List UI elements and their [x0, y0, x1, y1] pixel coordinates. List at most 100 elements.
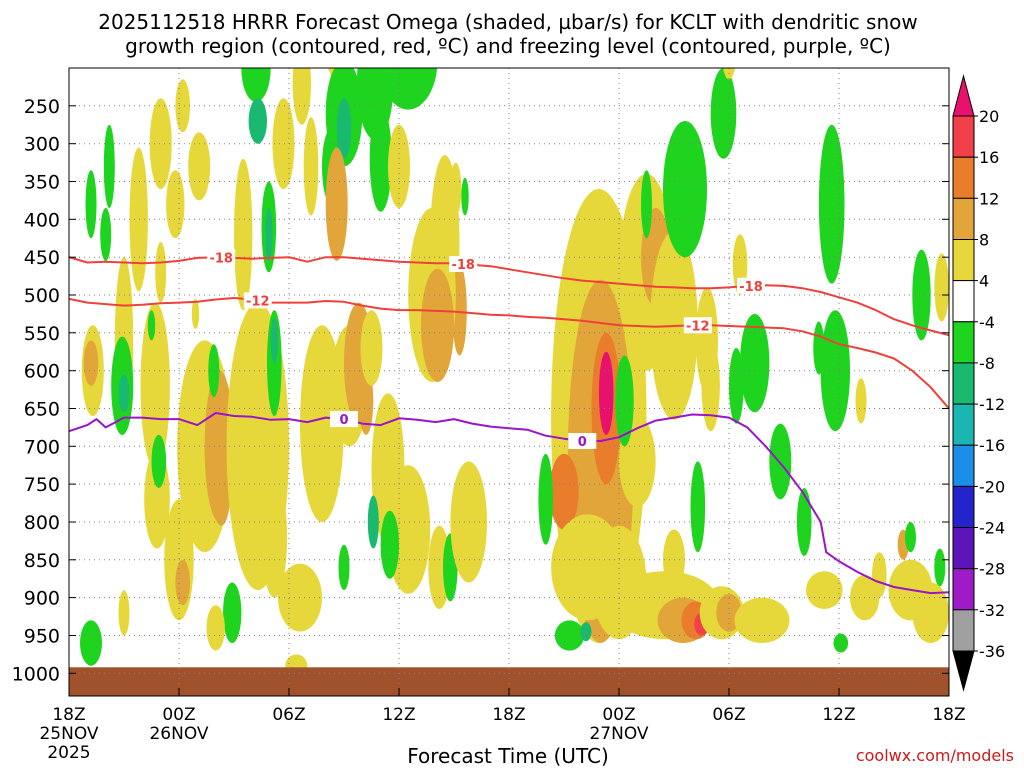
y-tick-label-500: 500	[24, 285, 60, 307]
omega-cell-75	[118, 590, 130, 636]
omega-cell-74	[80, 620, 102, 666]
contour-label-0-2: -18	[739, 280, 763, 295]
omega-cell-110	[729, 348, 744, 424]
contour-label-bg-1-1	[683, 317, 712, 334]
omega-cell-28	[452, 264, 467, 356]
omega-cell-102	[690, 461, 706, 553]
omega-cell-117	[833, 633, 849, 653]
colorbar-label-10: -24	[979, 519, 1005, 538]
y-tick-label-350: 350	[24, 172, 60, 194]
omega-cell-116	[806, 571, 843, 609]
y-tick-label-1000: 1000	[12, 663, 60, 685]
chart-title-line-1: 2025112518 HRRR Forecast Omega (shaded, …	[98, 10, 917, 34]
colorbar-label-6: -8	[979, 354, 995, 373]
omega-cell-99	[538, 453, 553, 545]
omega-cell-70	[450, 461, 488, 583]
omega-cell-11	[248, 98, 267, 144]
omega-cell-113	[818, 124, 845, 284]
omega-cell-2	[85, 170, 97, 239]
colorbar-label-7: -12	[979, 395, 1005, 414]
omega-cell-39	[151, 434, 167, 488]
colorbar-bin-1	[952, 115, 975, 158]
y-tick-label-950: 950	[24, 626, 60, 648]
x-tick-label-4: 18Z	[492, 705, 525, 725]
colorbar-bin-3	[952, 197, 975, 241]
omega-cell-64	[338, 544, 350, 591]
omega-cell-49	[267, 427, 286, 556]
omega-cell-103	[641, 170, 652, 239]
x-tick-label-5: 00Z	[602, 705, 635, 725]
omega-cell-9	[218, 0, 225, 4]
x-tick-label-6: 06Z	[712, 705, 745, 725]
colorbar-bottom-arrow	[952, 650, 975, 692]
colorbar-label-3: 8	[979, 231, 989, 250]
contour-label-bg-0-0	[207, 249, 236, 266]
contour-label-bg-1-0	[243, 292, 272, 309]
source-credit: coolwx.com/models	[856, 746, 1014, 765]
y-tick-label-900: 900	[24, 588, 60, 610]
omega-cell-21	[336, 98, 352, 159]
omega-cell-108	[701, 340, 720, 432]
omega-cell-118	[855, 378, 867, 424]
omega-cell-105	[710, 68, 737, 159]
omega-cell-115	[813, 321, 825, 375]
omega-cell-44	[212, 457, 231, 526]
x-tick-label-8: 18Z	[932, 705, 965, 725]
colorbar-bin-5	[952, 280, 975, 323]
omega-cell-63	[367, 495, 379, 549]
grid-lines	[69, 68, 949, 696]
colorbar-bin-4	[952, 239, 975, 282]
x-axis-title: Forecast Time (UTC)	[407, 744, 609, 768]
x-tick-date-1: 26NOV	[149, 724, 208, 744]
omega-cell-10	[241, 68, 271, 102]
y-tick-label-300: 300	[24, 134, 60, 156]
omega-cell-109	[740, 313, 770, 413]
colorbar-bin-7	[952, 362, 975, 405]
colorbar-bin-10	[952, 485, 975, 529]
omega-cell-35	[118, 374, 130, 413]
omega-cell-18	[303, 117, 319, 216]
omega-cell-114	[820, 310, 850, 432]
colorbar-bin-13	[952, 609, 975, 652]
colorbar-bin-6	[952, 321, 975, 364]
omega-cell-16	[292, 68, 311, 125]
x-tick-label-3: 12Z	[382, 705, 415, 725]
colorbar-top-arrow	[952, 74, 975, 117]
omega-cell-55	[325, 147, 348, 261]
omega-cell-126	[934, 253, 949, 322]
omega-cell-45	[208, 344, 220, 398]
omega-cell-98	[615, 355, 634, 447]
colorbar-label-9: -20	[979, 477, 1005, 496]
contour-line-1	[69, 297, 949, 410]
omega-cell-104	[663, 121, 707, 258]
omega-cell-62	[380, 510, 399, 579]
contour-label-bg-2-0	[330, 411, 358, 428]
contour-label-0-1: -18	[451, 258, 475, 273]
omega-cell-72	[223, 582, 242, 644]
contour-label-bg-0-1	[449, 256, 478, 272]
omega-cell-12	[234, 158, 253, 311]
contour-line-2	[69, 412, 949, 595]
omega-cell-25	[388, 124, 410, 208]
colorbar-label-12: -32	[979, 601, 1005, 620]
omega-cell-124	[934, 548, 946, 587]
colorbar-label-8: -16	[979, 436, 1005, 455]
x-tick-date-5: 27NOV	[589, 724, 648, 744]
y-tick-label-450: 450	[24, 247, 60, 269]
omega-cell-4	[129, 147, 148, 292]
colorbar-bin-8	[952, 403, 975, 446]
pressure-axis: 250 300 350 400 450 500 550 600 650 700 750 800 850 9…	[12, 96, 949, 685]
omega-cell-5	[155, 241, 167, 303]
colorbar-label-5: -4	[979, 313, 995, 332]
colorbar-label-13: -36	[979, 642, 1005, 661]
omega-cell-23	[369, 105, 392, 212]
y-tick-label-550: 550	[24, 323, 60, 345]
omega-cell-73	[206, 605, 225, 651]
omega-cell-81	[598, 351, 614, 435]
omega-cell-13	[272, 98, 295, 190]
y-tick-label-250: 250	[24, 96, 60, 118]
colorbar-label-2: 12	[979, 189, 999, 208]
omega-cell-125	[912, 249, 931, 341]
omega-colorbar: 20 16 12 8 4 -4 -8 -12 -16 -20 -24 -28 -32 -36	[952, 74, 1005, 692]
